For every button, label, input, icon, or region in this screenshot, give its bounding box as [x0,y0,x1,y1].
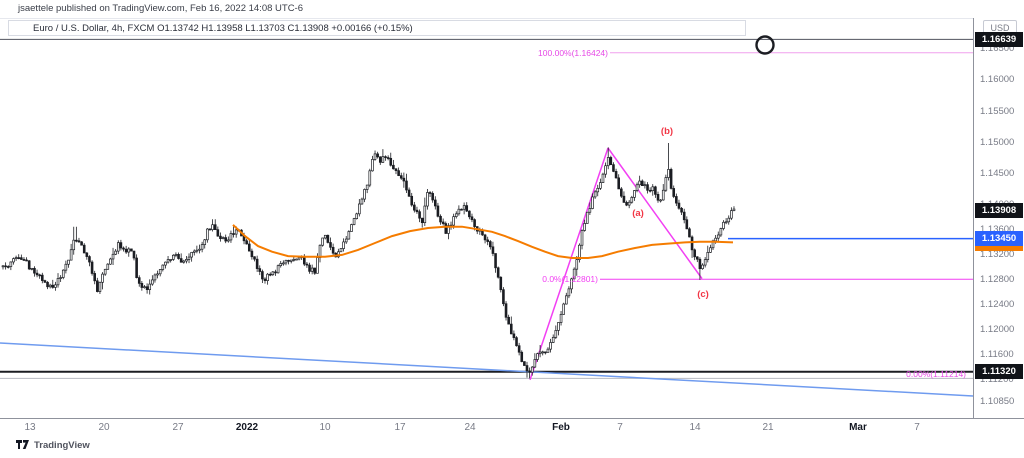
time-tick-20: 20 [98,422,110,433]
price-tick: 1.12000 [980,324,1015,336]
symbol-ohlc-legend[interactable]: Euro / U.S. Dollar, 4h, FXCM O1.13742 H1… [33,22,413,34]
time-tick-27: 27 [172,422,184,433]
price-badge-1.16639: 1.16639 [975,31,1023,47]
price-tick: 1.10850 [980,396,1015,408]
price-tick: 1.14500 [980,168,1015,179]
chart-legend[interactable]: Euro / U.S. Dollar, 4h, FXCM O1.13742 H1… [8,20,746,36]
moving-average[interactable] [232,224,734,259]
time-axis[interactable]: 13 20 27 2022 10 17 24 Feb 7 14 21 Mar 7 [0,418,1024,434]
price-tick: 1.12400 [980,299,1015,311]
price-axis[interactable]: USD 1.16500 1.16000 1.15500 1.15000 1.14500 1… [973,18,1024,433]
header-separator [0,18,1024,19]
price-tick: 1.16000 [980,74,1015,86]
price-tick: 1.11600 [980,349,1014,361]
time-tick-7: 7 [617,422,623,433]
time-tick-10: 10 [319,422,331,433]
candlestick-series [1,143,736,379]
time-tick-Mar: Mar [849,422,867,433]
price-tick: 1.16500 [980,43,1015,54]
tradingview-logo-icon [16,440,29,449]
time-tick-2022: 2022 [235,422,259,433]
price-badge-1.13450: 1.13450 [975,231,1023,247]
time-tick-21: 21 [762,422,774,433]
price-tick: 1.13200 [980,249,1015,261]
price-badge-1.11320: 1.11320 [975,364,1023,380]
time-tick-7: 7 [914,422,920,433]
tradingview-brand-text: TradingView [34,439,90,451]
price-tick: 1.15000 [980,136,1015,148]
wave-leg-down[interactable] [607,147,703,280]
price-tick: 1.15500 [980,105,1015,117]
time-tick-Feb: Feb [552,422,570,433]
chart-canvas[interactable] [0,0,973,458]
descending-channel-line[interactable] [0,342,973,397]
time-tick-17: 17 [394,422,406,433]
target-circle[interactable] [755,35,775,55]
time-tick-24: 24 [464,422,476,433]
time-tick-14: 14 [689,422,701,433]
price-badge-1.13908: 1.13908 [975,202,1023,218]
price-tick: 1.12800 [980,274,1015,286]
attribution-text: jsaettele published on TradingView.com, … [18,3,303,14]
time-tick-13: 13 [24,422,36,433]
price-tick: 1.13600 [980,224,1015,236]
footer-brand[interactable]: TradingView [16,438,90,452]
price-tick: 1.11200 [980,374,1014,386]
wave-leg-up[interactable] [529,147,609,381]
